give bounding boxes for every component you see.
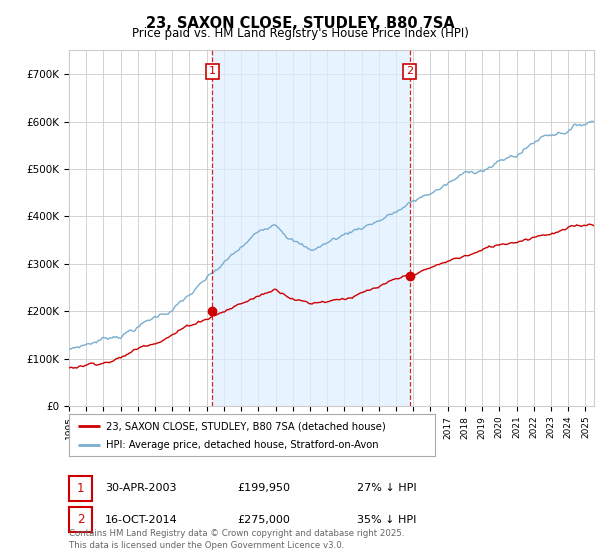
Text: 1: 1: [209, 67, 216, 76]
Text: HPI: Average price, detached house, Stratford-on-Avon: HPI: Average price, detached house, Stra…: [106, 441, 378, 450]
Bar: [212, 50, 410, 406]
Text: 30-APR-2003: 30-APR-2003: [105, 483, 176, 493]
Text: 23, SAXON CLOSE, STUDLEY, B80 7SA (detached house): 23, SAXON CLOSE, STUDLEY, B80 7SA (detac…: [106, 421, 385, 431]
Text: £275,000: £275,000: [237, 515, 290, 525]
Text: 27% ↓ HPI: 27% ↓ HPI: [357, 483, 416, 493]
Text: 2: 2: [406, 67, 413, 76]
Text: 1: 1: [77, 482, 84, 495]
Text: 23, SAXON CLOSE, STUDLEY, B80 7SA: 23, SAXON CLOSE, STUDLEY, B80 7SA: [146, 16, 454, 31]
Text: 2: 2: [77, 513, 84, 526]
Text: Contains HM Land Registry data © Crown copyright and database right 2025.
This d: Contains HM Land Registry data © Crown c…: [69, 529, 404, 550]
Text: Price paid vs. HM Land Registry's House Price Index (HPI): Price paid vs. HM Land Registry's House …: [131, 27, 469, 40]
Text: £199,950: £199,950: [237, 483, 290, 493]
Text: 35% ↓ HPI: 35% ↓ HPI: [357, 515, 416, 525]
Text: 16-OCT-2014: 16-OCT-2014: [105, 515, 178, 525]
